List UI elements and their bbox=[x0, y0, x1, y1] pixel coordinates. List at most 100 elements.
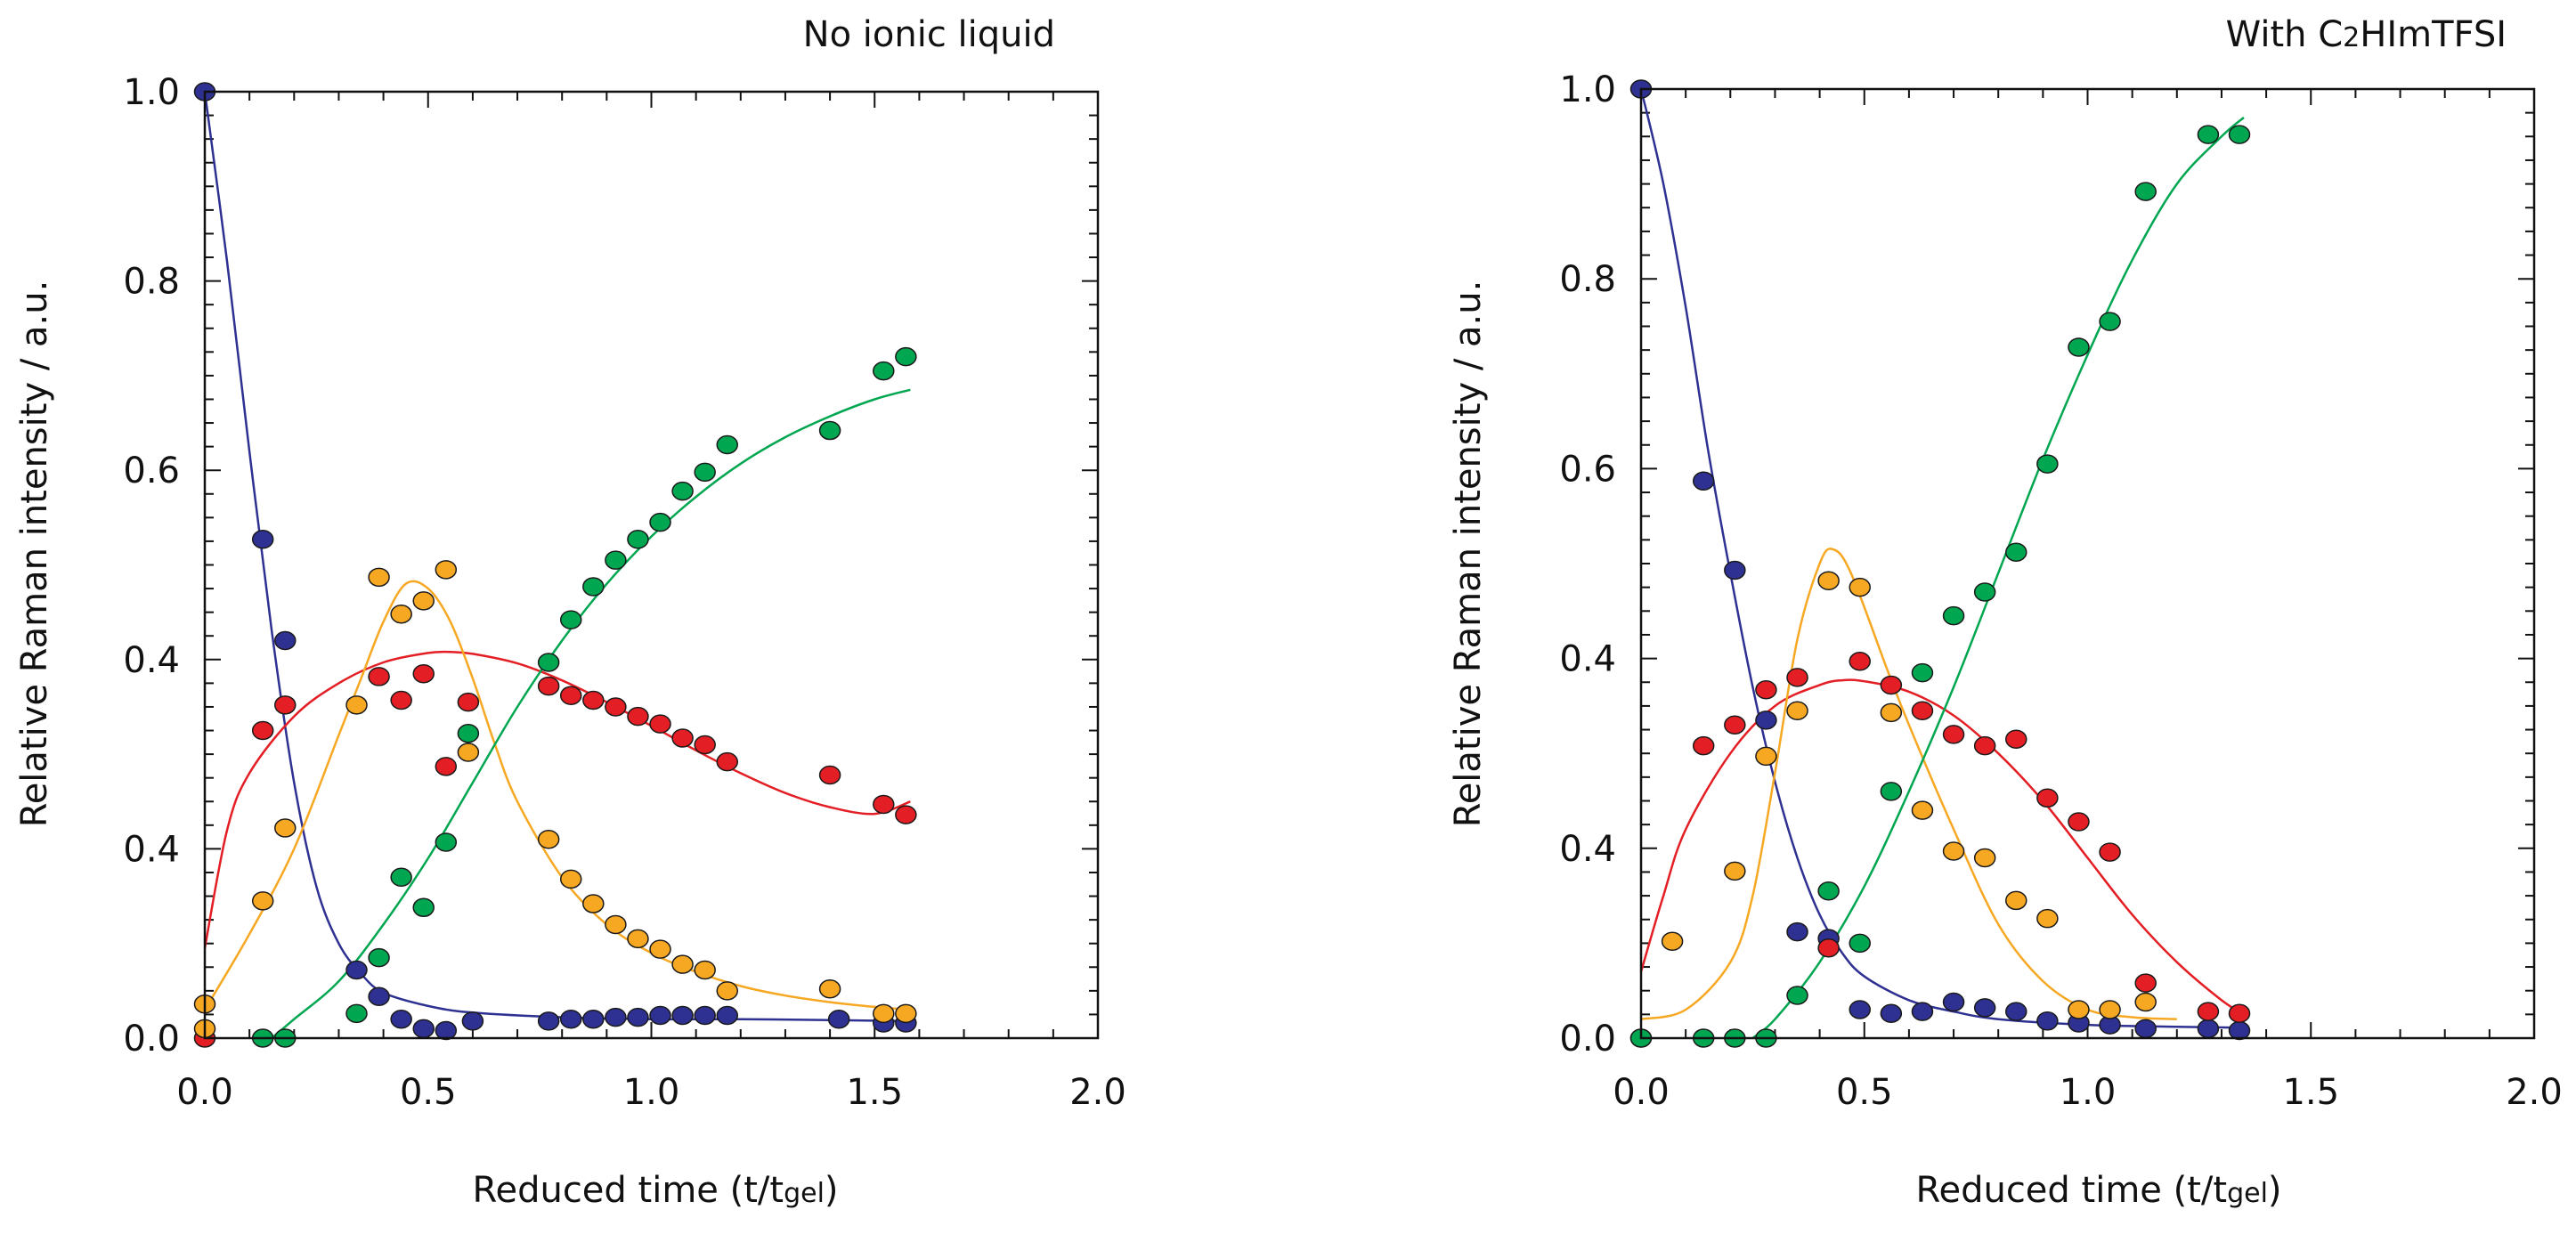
orange-data-point bbox=[2068, 1000, 2090, 1019]
data-points bbox=[193, 82, 917, 1048]
red-data-point bbox=[1880, 675, 1903, 695]
x-tick-label: 2.0 bbox=[2506, 1072, 2563, 1113]
blue-data-point bbox=[368, 986, 390, 1006]
orange-data-point bbox=[818, 978, 841, 999]
orange-data-point bbox=[251, 891, 274, 911]
orange-data-point bbox=[1817, 571, 1840, 590]
plot-frame bbox=[1639, 87, 2536, 1040]
y-tick-label: 0.0 bbox=[1559, 1019, 1616, 1059]
orange-data-point bbox=[390, 605, 412, 624]
blue-data-point bbox=[671, 1005, 694, 1026]
x-axis-label: Reduced time (t/tgel) bbox=[472, 1170, 838, 1211]
y-tick-label: 0.6 bbox=[123, 451, 180, 491]
y-tick-label: 0.0 bbox=[123, 1019, 180, 1059]
red-data-point bbox=[1786, 668, 1808, 687]
blue-fit-curve bbox=[203, 91, 911, 1023]
orange-data-point bbox=[671, 954, 694, 974]
red-data-point bbox=[368, 667, 390, 686]
orange-data-point bbox=[345, 695, 368, 715]
green-data-point bbox=[559, 610, 582, 629]
red-data-point bbox=[818, 765, 841, 785]
green-data-point bbox=[2099, 312, 2121, 331]
orange-fit-curve bbox=[203, 580, 911, 1011]
green-data-point bbox=[1817, 881, 1840, 901]
tick-labels: 0.0 0.4 0.4 0.6 0.8 1.0 0.0 0.5 1.0 1.5 2.0 bbox=[1559, 69, 2562, 1113]
green-data-point bbox=[412, 897, 435, 918]
orange-data-point bbox=[412, 591, 435, 611]
orange-data-point bbox=[457, 743, 480, 762]
red-data-point bbox=[1973, 735, 1996, 756]
green-data-point bbox=[649, 512, 671, 532]
orange-data-point bbox=[2036, 908, 2059, 929]
orange-data-point bbox=[895, 1003, 917, 1024]
red-data-point bbox=[1755, 680, 1777, 700]
blue-data-point bbox=[435, 1020, 458, 1041]
blue-data-point bbox=[605, 1007, 627, 1027]
red-data-point bbox=[716, 751, 739, 772]
y-tick-label: 0.4 bbox=[123, 640, 180, 681]
red-data-point bbox=[435, 757, 458, 776]
blue-data-point bbox=[1755, 710, 1777, 730]
orange-data-point bbox=[582, 894, 605, 913]
green-data-point bbox=[537, 653, 560, 672]
blue-data-point bbox=[716, 1005, 739, 1026]
blue-data-point bbox=[2036, 1011, 2059, 1031]
orange-data-point bbox=[537, 830, 560, 849]
blue-data-point bbox=[1880, 1003, 1903, 1024]
orange-data-point bbox=[1755, 746, 1777, 767]
chart-title: With C2HImTFSI bbox=[2226, 14, 2507, 55]
green-data-point bbox=[1786, 986, 1808, 1005]
red-fit-curve bbox=[203, 650, 911, 949]
blue-data-point bbox=[1692, 471, 1715, 491]
y-tick-label: 0.4 bbox=[1559, 829, 1616, 870]
red-data-point bbox=[2068, 812, 2090, 832]
green-data-point bbox=[1849, 933, 1871, 954]
green-data-point bbox=[368, 947, 390, 968]
blue-data-point bbox=[390, 1009, 412, 1029]
blue-fit-curve bbox=[1639, 88, 2240, 1029]
red-data-point bbox=[1942, 725, 1965, 744]
red-data-point bbox=[2134, 973, 2157, 993]
x-tick-label: 1.0 bbox=[2060, 1072, 2117, 1113]
green-data-point bbox=[2228, 125, 2251, 144]
chart-title: No ionic liquid bbox=[803, 14, 1055, 55]
red-data-point bbox=[274, 695, 297, 715]
orange-data-point bbox=[559, 869, 582, 889]
orange-data-point bbox=[1942, 841, 1965, 861]
orange-data-point bbox=[2134, 992, 2157, 1012]
red-data-point bbox=[895, 805, 917, 824]
orange-data-point bbox=[649, 939, 671, 959]
red-data-point bbox=[671, 728, 694, 748]
y-tick-label: 1.0 bbox=[123, 72, 180, 113]
orange-data-point bbox=[2005, 890, 2027, 911]
orange-data-point bbox=[694, 960, 716, 980]
red-data-point bbox=[412, 663, 435, 684]
orange-data-point bbox=[716, 981, 739, 1001]
green-data-point bbox=[582, 577, 605, 597]
blue-data-point bbox=[251, 530, 274, 549]
green-data-point bbox=[1880, 782, 1903, 801]
red-data-point bbox=[2099, 842, 2121, 862]
green-data-point bbox=[2134, 182, 2157, 201]
blue-data-point bbox=[537, 1011, 560, 1031]
orange-data-point bbox=[274, 818, 297, 838]
blue-data-point bbox=[1942, 992, 1965, 1012]
blue-data-point bbox=[1973, 998, 1996, 1018]
red-data-point bbox=[605, 697, 627, 717]
orange-data-point bbox=[368, 567, 390, 588]
red-data-point bbox=[1849, 652, 1871, 671]
green-data-point bbox=[694, 462, 716, 483]
blue-data-point bbox=[461, 1011, 484, 1031]
y-tick-label: 0.8 bbox=[123, 262, 180, 303]
y-tick-label: 0.4 bbox=[1559, 639, 1616, 680]
red-data-point bbox=[649, 714, 671, 734]
blue-data-point bbox=[412, 1019, 435, 1039]
red-data-point bbox=[627, 706, 649, 727]
blue-data-point bbox=[827, 1009, 850, 1029]
blue-data-point bbox=[1724, 560, 1746, 580]
green-data-point bbox=[873, 361, 895, 381]
x-tick-label: 0.5 bbox=[1836, 1072, 1893, 1113]
green-data-point bbox=[2005, 542, 2027, 562]
blue-data-point bbox=[2134, 1019, 2157, 1039]
